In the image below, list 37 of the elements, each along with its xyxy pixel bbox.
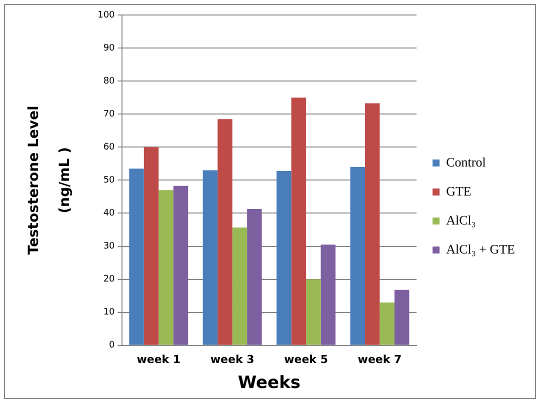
bar [247,208,262,345]
legend-label: Control [446,154,486,170]
y-tick-label: 100 [98,10,116,20]
legend-label: AlCl₃ [446,212,476,228]
bar [320,244,336,345]
bar [202,170,218,345]
y-tick-label: 80 [103,76,116,86]
x-tick-label: week 3 [210,352,254,366]
bar [173,186,188,345]
bar [129,168,144,345]
bar [144,147,159,345]
bar [232,227,248,345]
bar [380,302,394,345]
y-tick-label: 40 [103,208,116,219]
bar [306,279,321,345]
bar [350,166,365,345]
bar [394,290,410,345]
bar [218,119,232,345]
y-tick-label: 70 [103,109,116,120]
bar [276,170,292,345]
y-tick-label: 30 [103,242,116,252]
x-tick-label: week 5 [284,352,328,366]
y-axis-title: Testosterone Level (ng/mL ) [26,106,73,255]
legend-label: GTE [446,183,472,198]
y-tick-label: 20 [103,274,116,285]
bar [364,103,380,345]
x-tick-label: week 7 [358,352,402,366]
y-tick-label: 90 [103,43,116,54]
x-axis-title: Weeks [238,373,300,394]
y-tick-label: 0 [109,340,116,351]
y-tick-label: 10 [103,308,116,318]
bar [291,98,306,345]
x-tick-label: week 1 [136,352,181,366]
bar [158,190,174,345]
y-tick-label: 50 [103,176,116,186]
y-tick-label: 60 [103,142,116,153]
legend-label: AlCl₃ + GTE [446,241,516,256]
